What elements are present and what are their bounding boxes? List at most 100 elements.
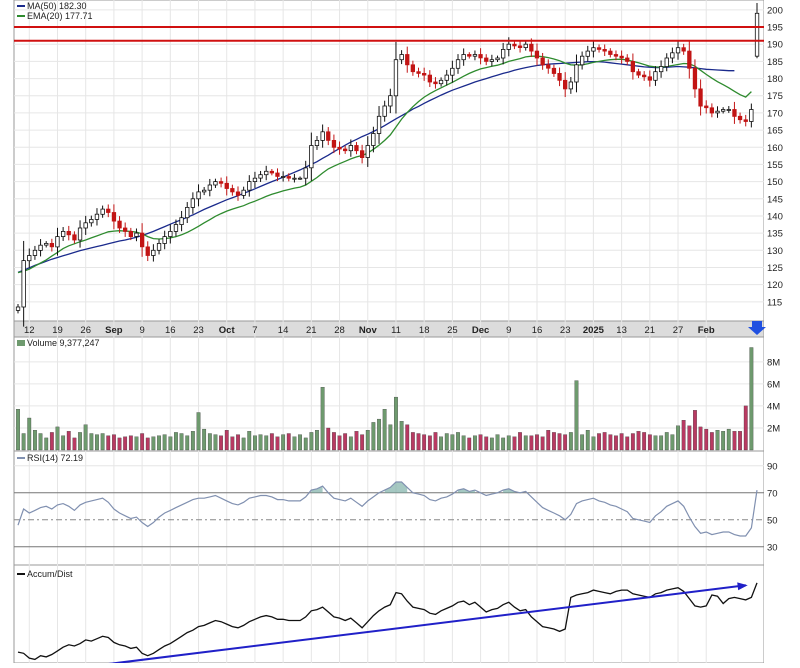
candle-down xyxy=(337,146,342,150)
volume-bar xyxy=(27,417,32,451)
date-axis-tick: Feb xyxy=(698,325,715,336)
volume-bar xyxy=(258,434,263,451)
panel-legends: MA(50) 182.30 EMA(20) 177.71 Volume 9,37… xyxy=(17,1,100,579)
volume-bar xyxy=(489,437,494,451)
volume-bar xyxy=(456,432,460,451)
date-axis-tick: Oct xyxy=(219,325,236,336)
price-axis-tick: 175 xyxy=(767,91,783,102)
candle-up xyxy=(247,181,252,191)
candle-up xyxy=(38,244,43,251)
candle-down xyxy=(49,242,54,248)
volume-bar xyxy=(230,436,235,451)
candle-up xyxy=(134,232,139,237)
volume-bar xyxy=(89,433,94,451)
rsi-axis-tick: 50 xyxy=(767,515,778,526)
volume-bar xyxy=(416,433,421,451)
candle-up xyxy=(201,189,207,193)
volume-bar xyxy=(676,425,680,451)
price-axis-tick: 130 xyxy=(767,246,783,257)
candle-up xyxy=(749,109,754,122)
current-day-arrow-icon xyxy=(748,321,766,335)
volume-bar xyxy=(574,380,579,451)
volume-bar xyxy=(743,405,748,451)
date-axis-tick: 19 xyxy=(52,325,63,336)
price-axis-tick: 150 xyxy=(767,177,783,188)
date-axis-tick: 21 xyxy=(306,325,317,336)
volume-bar xyxy=(303,437,308,451)
date-axis-tick: 7 xyxy=(252,325,257,336)
candle-up xyxy=(162,236,167,244)
volume-bar xyxy=(687,425,692,451)
rsi-overbought-fill xyxy=(384,482,408,493)
ma50-line xyxy=(17,61,735,273)
candle-down xyxy=(681,47,686,52)
candle-down xyxy=(467,54,472,57)
volume-axis-tick: 2M xyxy=(767,424,780,435)
price-axis-tick: 145 xyxy=(767,194,783,205)
rsi-overbought-fill xyxy=(458,488,475,493)
date-axis-tick: 9 xyxy=(506,325,511,336)
price-candles xyxy=(15,3,760,327)
volume-bar xyxy=(219,435,223,451)
candle-up xyxy=(489,59,495,62)
volume-bar xyxy=(512,436,517,451)
volume-bar xyxy=(410,432,415,451)
candle-down xyxy=(331,139,337,148)
candle-up xyxy=(258,174,263,179)
candle-down xyxy=(359,150,365,158)
candle-up xyxy=(675,47,681,54)
candle-up xyxy=(365,145,370,158)
volume-bar xyxy=(478,434,483,451)
rsi-axis-tick: 30 xyxy=(767,542,778,553)
candle-up xyxy=(77,227,83,241)
volume-bar xyxy=(371,422,376,451)
volume-bar xyxy=(670,434,675,451)
candle-up xyxy=(523,43,528,49)
volume-bar xyxy=(320,387,325,451)
volume-bar xyxy=(179,433,184,451)
candle-up xyxy=(495,57,500,61)
candle-down xyxy=(743,119,748,122)
candle-up xyxy=(213,181,218,186)
candle-up xyxy=(382,105,387,117)
candle-up xyxy=(399,54,404,61)
candle-down xyxy=(529,43,534,52)
volume-bar xyxy=(405,424,410,451)
candle-up xyxy=(754,12,760,57)
candle-down xyxy=(517,45,523,49)
candle-down xyxy=(630,61,635,73)
candle-down xyxy=(421,73,427,76)
volume-bar xyxy=(281,434,286,451)
volume-bar xyxy=(444,433,449,451)
candle-up xyxy=(438,79,444,85)
volume-axis-tick: 8M xyxy=(767,357,780,368)
volume-bar xyxy=(585,430,590,451)
volume-bar xyxy=(106,435,111,451)
candle-down xyxy=(224,182,229,189)
candle-down xyxy=(737,115,743,121)
volume-bar xyxy=(484,436,489,451)
price-axis-tick: 115 xyxy=(767,297,782,308)
volume-bar xyxy=(625,436,630,451)
volume-bar xyxy=(83,424,88,451)
volume-bar xyxy=(557,433,562,451)
volume-bar xyxy=(636,431,641,451)
volume-bar xyxy=(540,436,545,451)
price-axis-tick: 125 xyxy=(767,263,783,274)
volume-bar xyxy=(16,409,20,451)
volume-bar xyxy=(681,420,686,451)
price-axis-tick: 135 xyxy=(767,229,783,240)
candle-down xyxy=(596,47,602,50)
volume-bar xyxy=(151,436,156,451)
volume-bar xyxy=(185,435,190,451)
volume-bar xyxy=(506,435,511,451)
volume-bar xyxy=(117,437,122,451)
volume-bar xyxy=(241,437,246,451)
price-panel xyxy=(13,0,765,322)
accum-dist-series xyxy=(17,582,758,668)
candle-up xyxy=(44,242,49,246)
candle-down xyxy=(342,148,348,152)
accum-dist-panel xyxy=(13,564,765,664)
price-axis-tick: 155 xyxy=(767,160,783,171)
